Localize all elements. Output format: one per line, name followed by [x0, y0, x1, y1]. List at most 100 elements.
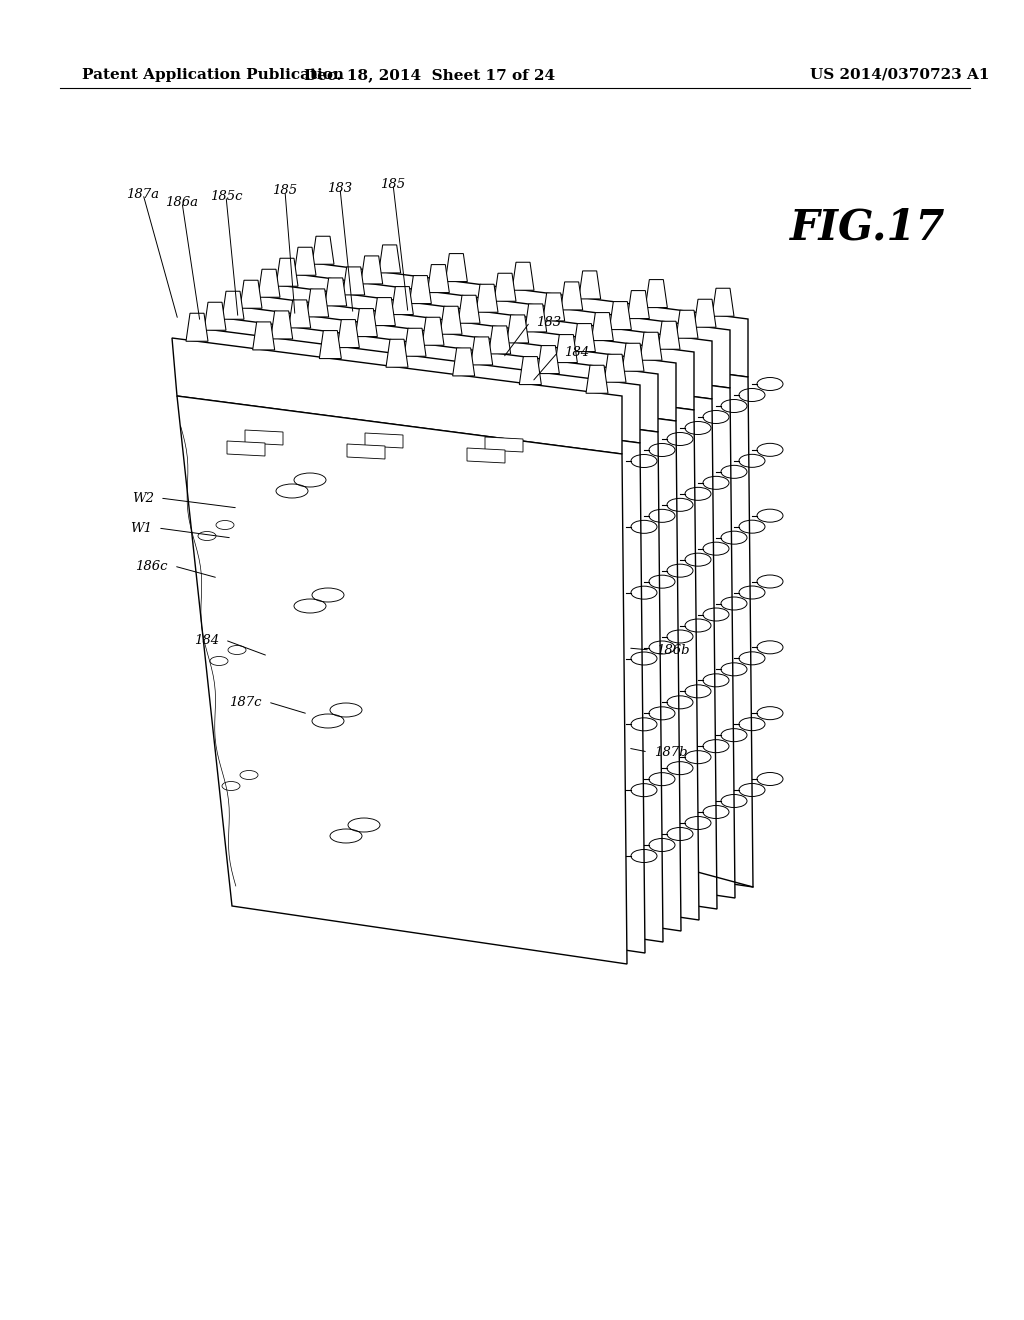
- Polygon shape: [289, 300, 310, 327]
- Text: 185: 185: [272, 185, 298, 198]
- Text: Dec. 18, 2014  Sheet 17 of 24: Dec. 18, 2014 Sheet 17 of 24: [304, 69, 556, 82]
- Polygon shape: [591, 313, 613, 341]
- Polygon shape: [213, 374, 663, 942]
- Polygon shape: [561, 282, 583, 310]
- Polygon shape: [543, 293, 564, 321]
- Polygon shape: [622, 343, 644, 371]
- Polygon shape: [445, 253, 467, 281]
- Polygon shape: [325, 279, 347, 306]
- Polygon shape: [579, 271, 601, 298]
- Polygon shape: [222, 292, 244, 319]
- Polygon shape: [270, 312, 293, 339]
- Polygon shape: [538, 346, 559, 374]
- Polygon shape: [253, 322, 274, 350]
- Polygon shape: [658, 321, 680, 350]
- Polygon shape: [319, 330, 341, 359]
- Polygon shape: [317, 385, 355, 401]
- Polygon shape: [298, 261, 748, 378]
- Polygon shape: [694, 300, 716, 327]
- Polygon shape: [172, 338, 622, 454]
- Text: Patent Application Publication: Patent Application Publication: [82, 69, 344, 82]
- Polygon shape: [245, 430, 283, 445]
- Polygon shape: [299, 397, 337, 412]
- Polygon shape: [312, 236, 334, 264]
- Polygon shape: [453, 348, 475, 376]
- Polygon shape: [379, 246, 400, 273]
- Polygon shape: [512, 263, 534, 290]
- Polygon shape: [391, 286, 414, 314]
- Polygon shape: [458, 296, 480, 323]
- Polygon shape: [186, 313, 208, 342]
- Polygon shape: [401, 411, 439, 426]
- Polygon shape: [645, 280, 668, 308]
- Polygon shape: [485, 437, 523, 451]
- Polygon shape: [258, 269, 280, 297]
- Polygon shape: [473, 367, 511, 381]
- Polygon shape: [204, 302, 226, 330]
- Text: 186b: 186b: [656, 644, 689, 656]
- Polygon shape: [521, 414, 559, 430]
- Polygon shape: [177, 396, 627, 964]
- Polygon shape: [437, 389, 475, 404]
- Polygon shape: [347, 444, 385, 459]
- Polygon shape: [240, 280, 262, 309]
- Polygon shape: [404, 329, 426, 356]
- Polygon shape: [609, 301, 632, 330]
- Text: 187b: 187b: [654, 746, 688, 759]
- Polygon shape: [586, 366, 608, 393]
- Polygon shape: [262, 282, 712, 399]
- Polygon shape: [231, 363, 681, 931]
- Polygon shape: [539, 404, 577, 418]
- Polygon shape: [467, 447, 505, 463]
- Polygon shape: [573, 323, 595, 351]
- Text: FIG.17: FIG.17: [791, 207, 946, 249]
- Polygon shape: [195, 385, 645, 953]
- Polygon shape: [383, 422, 421, 437]
- Polygon shape: [712, 288, 734, 317]
- Text: 185: 185: [381, 177, 406, 190]
- Polygon shape: [267, 341, 717, 909]
- Text: 187c: 187c: [229, 696, 262, 709]
- Text: 185c: 185c: [210, 190, 243, 202]
- Polygon shape: [227, 441, 265, 455]
- Polygon shape: [640, 333, 662, 360]
- Polygon shape: [440, 306, 462, 334]
- Polygon shape: [593, 371, 631, 385]
- Polygon shape: [208, 315, 658, 432]
- Polygon shape: [628, 290, 649, 318]
- Polygon shape: [476, 284, 498, 313]
- Polygon shape: [303, 319, 753, 887]
- Polygon shape: [575, 381, 613, 397]
- Text: 184: 184: [564, 346, 589, 359]
- Polygon shape: [360, 256, 383, 284]
- Polygon shape: [676, 310, 698, 338]
- Polygon shape: [427, 264, 450, 293]
- Text: W2: W2: [132, 491, 154, 504]
- Polygon shape: [471, 337, 493, 364]
- Text: 187a: 187a: [127, 187, 160, 201]
- Text: US 2014/0370723 A1: US 2014/0370723 A1: [810, 69, 990, 82]
- Text: 183: 183: [536, 315, 561, 329]
- Polygon shape: [503, 426, 541, 441]
- Polygon shape: [281, 408, 319, 422]
- Polygon shape: [226, 305, 676, 421]
- Polygon shape: [557, 393, 595, 408]
- Text: 184: 184: [194, 634, 219, 647]
- Polygon shape: [294, 247, 316, 276]
- Polygon shape: [280, 272, 730, 388]
- Polygon shape: [365, 433, 403, 447]
- Polygon shape: [422, 317, 444, 346]
- Polygon shape: [285, 330, 735, 898]
- Polygon shape: [555, 334, 578, 363]
- Polygon shape: [337, 319, 359, 347]
- Polygon shape: [343, 267, 365, 294]
- Polygon shape: [494, 273, 516, 301]
- Polygon shape: [276, 259, 298, 286]
- Polygon shape: [455, 378, 493, 393]
- Polygon shape: [353, 364, 391, 379]
- Polygon shape: [190, 327, 640, 444]
- Polygon shape: [524, 304, 547, 331]
- Polygon shape: [419, 400, 457, 414]
- Polygon shape: [604, 354, 626, 383]
- Polygon shape: [507, 315, 528, 343]
